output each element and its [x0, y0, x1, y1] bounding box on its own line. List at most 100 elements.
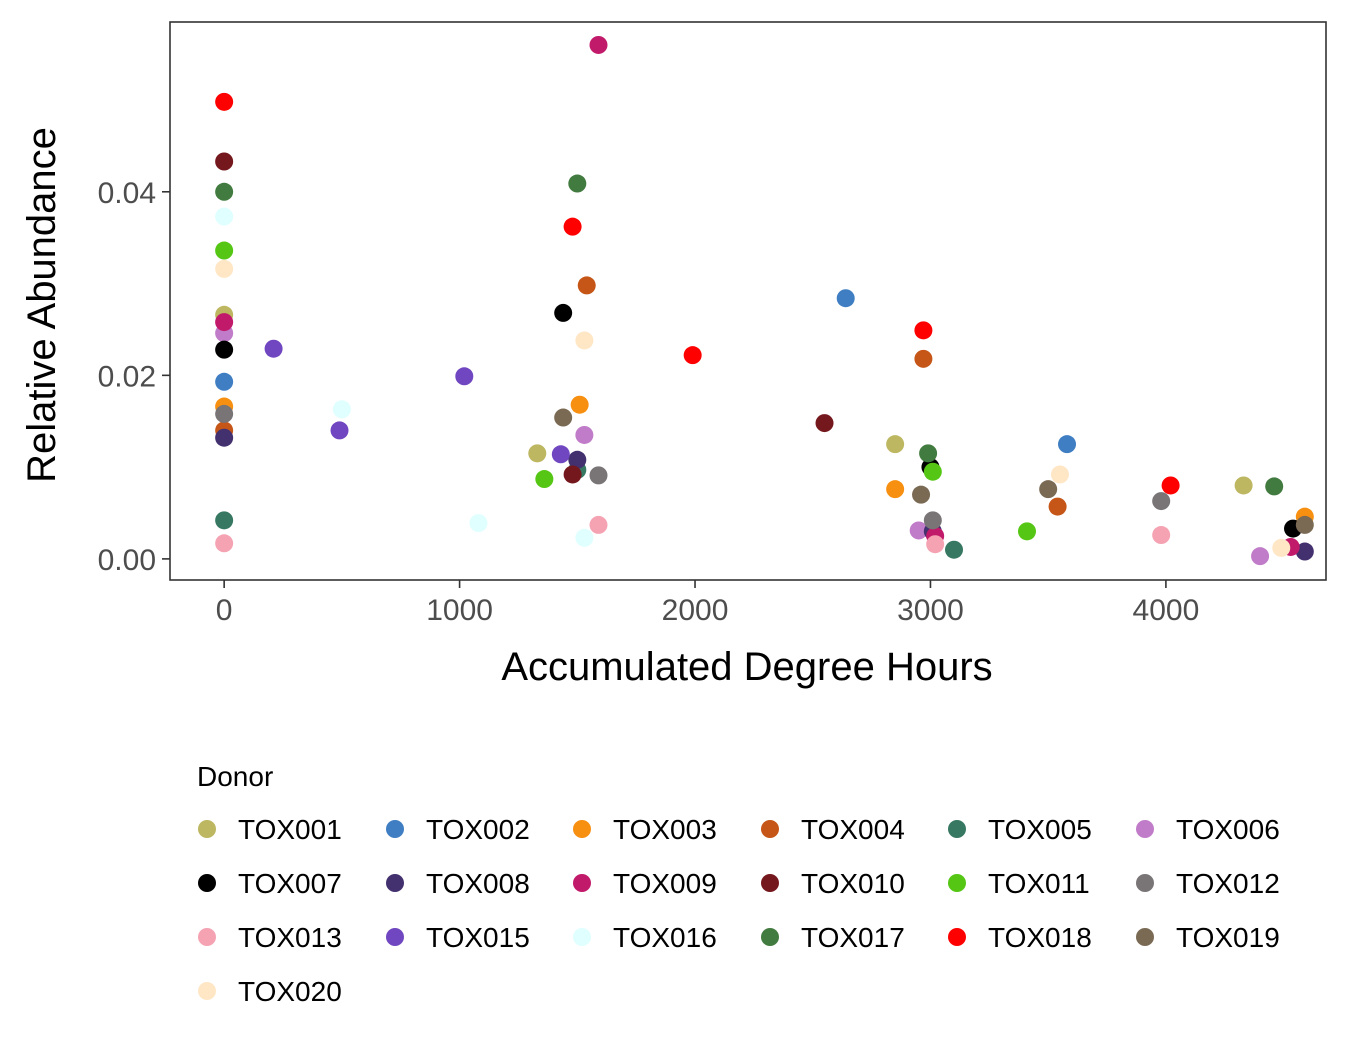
legend-key	[948, 928, 966, 946]
data-point	[469, 514, 488, 533]
series-tox010	[215, 152, 834, 484]
series-tox001	[215, 305, 1253, 495]
data-point	[554, 408, 573, 427]
data-point	[1039, 480, 1058, 499]
legend-key	[948, 874, 966, 892]
legend-key	[761, 874, 779, 892]
legend-item-tox018: TOX018	[948, 922, 1092, 953]
legend-key	[1136, 874, 1154, 892]
data-point	[815, 414, 834, 433]
legend-label: TOX019	[1176, 922, 1280, 953]
legend-label: TOX005	[988, 814, 1092, 845]
legend-label: TOX007	[238, 868, 342, 899]
legend-key	[948, 820, 966, 838]
data-point	[1295, 515, 1314, 534]
legend-item-tox012: TOX012	[1136, 868, 1280, 899]
legend-item-tox007: TOX007	[198, 868, 342, 899]
legend-key	[386, 820, 404, 838]
data-point	[909, 521, 928, 540]
legend-label: TOX020	[238, 976, 342, 1007]
data-point	[926, 535, 945, 554]
legend-key	[386, 928, 404, 946]
data-point	[886, 480, 905, 499]
series-tox007	[215, 303, 1303, 538]
series-tox004	[215, 276, 1067, 516]
legend-item-tox017: TOX017	[761, 922, 905, 953]
x-tick-label: 1000	[426, 594, 493, 627]
data-point	[1234, 476, 1253, 495]
data-point	[215, 428, 234, 447]
data-point	[914, 349, 933, 368]
data-point	[215, 207, 234, 226]
data-point	[215, 534, 234, 553]
data-point	[264, 339, 283, 358]
legend-label: TOX004	[801, 814, 905, 845]
legend-item-tox020: TOX020	[198, 976, 342, 1007]
data-point	[568, 450, 587, 469]
legend-key	[198, 928, 216, 946]
data-point	[1152, 492, 1171, 511]
data-point	[575, 331, 594, 350]
data-point	[215, 152, 234, 171]
data-point	[1295, 542, 1314, 561]
series-tox012	[215, 404, 1171, 530]
series-tox013	[215, 515, 1171, 554]
legend-item-tox019: TOX019	[1136, 922, 1280, 953]
data-point	[1048, 497, 1067, 516]
data-point	[575, 425, 594, 444]
series-tox003	[215, 395, 1314, 526]
legend-item-tox008: TOX008	[386, 868, 530, 899]
series-tox018	[215, 92, 1180, 495]
data-point	[332, 400, 351, 419]
legend-label: TOX015	[426, 922, 530, 953]
data-point	[1017, 522, 1036, 541]
data-point	[330, 421, 349, 440]
legend-key	[1136, 928, 1154, 946]
legend-key	[198, 820, 216, 838]
data-point	[914, 321, 933, 340]
series-tox016	[215, 207, 594, 547]
legend-key	[761, 928, 779, 946]
legend-key	[573, 928, 591, 946]
x-tick-label: 4000	[1133, 594, 1200, 627]
data-points	[215, 35, 1314, 566]
legend-item-tox004: TOX004	[761, 814, 905, 845]
data-point	[577, 276, 596, 295]
y-tick-label: 0.04	[98, 177, 156, 210]
data-point	[919, 444, 938, 463]
data-point	[455, 367, 474, 386]
data-point	[215, 340, 234, 359]
data-point	[215, 92, 234, 111]
legend-item-tox015: TOX015	[386, 922, 530, 953]
data-point	[215, 511, 234, 530]
series-tox006	[215, 324, 1270, 566]
y-tick-label: 0.02	[98, 360, 156, 393]
legend-key	[198, 874, 216, 892]
legend-label: TOX009	[613, 868, 717, 899]
data-point	[563, 217, 582, 236]
data-point	[1058, 435, 1077, 454]
data-point	[215, 313, 234, 332]
data-point	[568, 174, 587, 193]
legend-key	[386, 874, 404, 892]
legend-label: TOX008	[426, 868, 530, 899]
legend-item-tox016: TOX016	[573, 922, 717, 953]
legend-key	[573, 820, 591, 838]
data-point	[535, 470, 554, 489]
y-axis-title: Relative Abundance	[20, 127, 64, 483]
legend-item-tox006: TOX006	[1136, 814, 1280, 845]
data-point	[923, 462, 942, 481]
legend-label: TOX018	[988, 922, 1092, 953]
series-tox011	[215, 241, 1036, 541]
legend-key	[761, 820, 779, 838]
series-tox008	[215, 428, 1314, 561]
data-point	[554, 303, 573, 322]
data-point	[923, 511, 942, 530]
data-point	[215, 372, 234, 391]
data-point	[215, 259, 234, 278]
series-tox002	[215, 289, 1077, 454]
data-point	[1272, 538, 1291, 557]
legend-label: TOX016	[613, 922, 717, 953]
legend-item-tox009: TOX009	[573, 868, 717, 899]
